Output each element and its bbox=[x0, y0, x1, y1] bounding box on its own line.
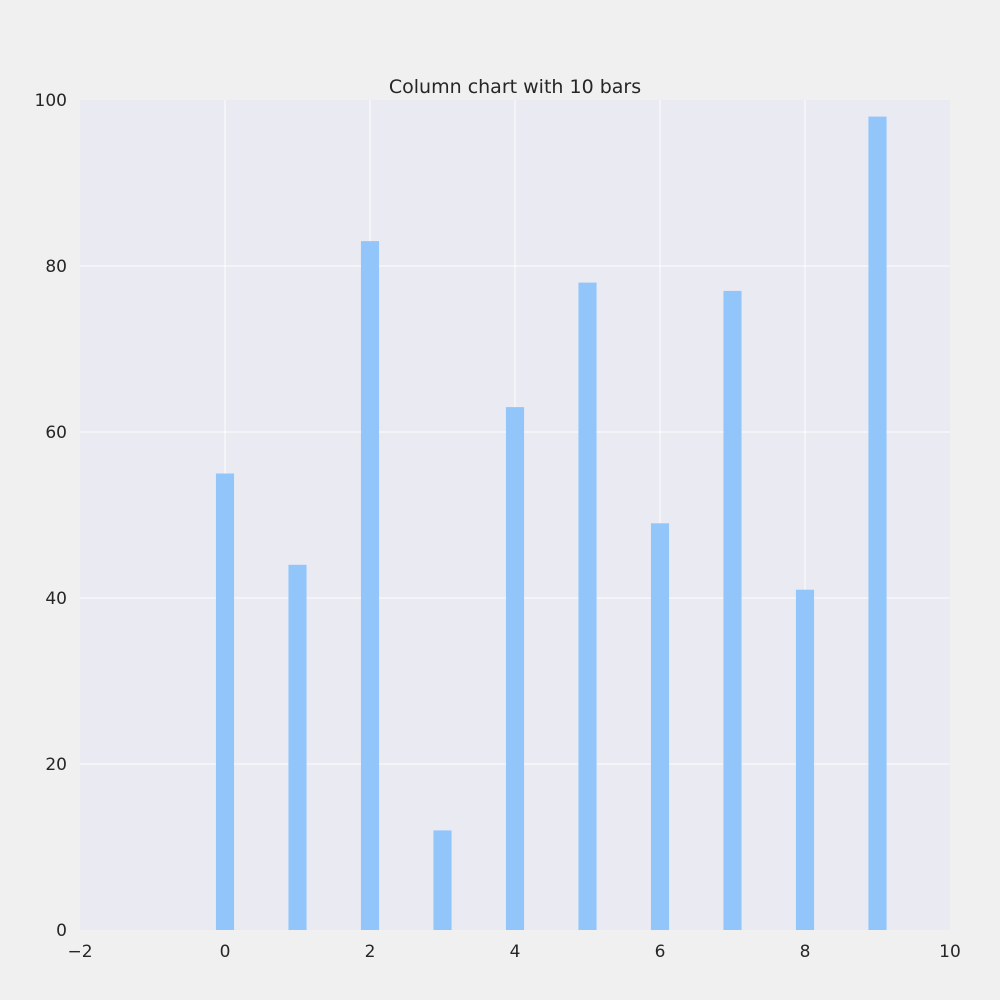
x-tick-label: 2 bbox=[365, 942, 376, 962]
x-tick-label: 10 bbox=[939, 942, 961, 962]
y-tick-label: 0 bbox=[56, 921, 67, 941]
bar bbox=[288, 564, 307, 930]
chart-title: Column chart with 10 bars bbox=[389, 76, 641, 98]
y-tick-label: 20 bbox=[45, 755, 67, 775]
bars bbox=[215, 116, 887, 931]
bar bbox=[795, 589, 815, 930]
bar bbox=[578, 282, 597, 931]
bar bbox=[723, 290, 742, 930]
x-tick-label: −2 bbox=[67, 942, 92, 962]
y-tick-labels: 0 20 40 60 80 100 bbox=[35, 91, 67, 941]
bar bbox=[868, 116, 887, 931]
bar bbox=[215, 473, 235, 930]
y-tick-label: 40 bbox=[45, 589, 67, 609]
x-tick-label: 8 bbox=[800, 942, 811, 962]
y-tick-label: 100 bbox=[35, 91, 67, 111]
y-tick-label: 60 bbox=[45, 423, 67, 443]
bar bbox=[650, 523, 670, 930]
x-tick-label: 4 bbox=[510, 942, 521, 962]
bar bbox=[505, 407, 525, 931]
bar bbox=[360, 241, 380, 931]
y-tick-label: 80 bbox=[45, 257, 67, 277]
x-tick-label: 0 bbox=[220, 942, 231, 962]
x-tick-labels: −2 0 2 4 6 8 10 bbox=[67, 942, 960, 962]
x-tick-label: 6 bbox=[655, 942, 666, 962]
bar bbox=[433, 830, 452, 930]
